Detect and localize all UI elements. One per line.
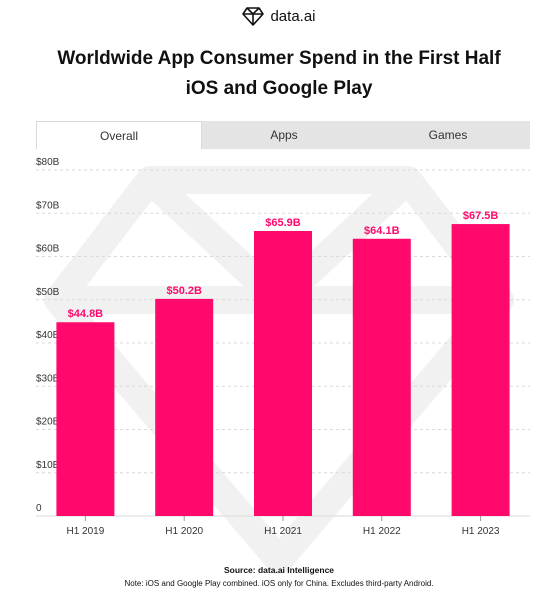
y-tick-label: 0	[36, 503, 42, 514]
y-tick-label: $80B	[36, 157, 60, 168]
title-line-1: Worldwide App Consumer Spend in the Firs…	[57, 48, 501, 69]
bar	[155, 298, 214, 516]
source-text: Source: data.ai Intelligence	[223, 565, 335, 575]
data-label: $65.9B	[265, 217, 301, 229]
y-tick-label: $20B	[36, 417, 60, 428]
data-label: $44.8B	[68, 308, 104, 320]
tab-apps[interactable]: Apps	[202, 121, 366, 149]
x-tick-label: H1 2019	[66, 526, 104, 537]
x-tick-label: H1 2020	[165, 526, 203, 537]
data-label: $67.5B	[463, 210, 499, 222]
chart-title: Worldwide App Consumer Spend in the Firs…	[0, 44, 558, 104]
y-tick-label: $30B	[36, 373, 60, 384]
y-tick-label: $10B	[36, 460, 60, 471]
tab-overall[interactable]: Overall	[36, 121, 202, 149]
bar	[56, 322, 115, 516]
tab-bar: Overall Apps Games	[36, 121, 530, 149]
y-tick-label: $40B	[36, 330, 60, 341]
bar	[451, 224, 510, 516]
x-tick-label: H1 2022	[363, 526, 401, 537]
x-tick-label: H1 2021	[264, 526, 302, 537]
title-line-2: iOS and Google Play	[185, 78, 373, 99]
note-text: Note: iOS and Google Play combined. iOS …	[124, 579, 434, 588]
diamond-logo-icon	[242, 7, 265, 26]
y-tick-label: $50B	[36, 287, 60, 298]
brand-name: data.ai	[270, 7, 316, 25]
bar-chart: 0 $10B $20B $30B $40B $50B $60B $70B $80B $44.8B H…	[36, 157, 530, 537]
y-tick-label: $70B	[36, 200, 60, 211]
bar	[352, 238, 411, 516]
data-label: $50.2B	[166, 285, 202, 297]
tab-games[interactable]: Games	[366, 121, 530, 149]
data-label: $64.1B	[364, 225, 400, 237]
brand: data.ai	[0, 6, 558, 26]
y-tick-label: $60B	[36, 244, 60, 255]
bar	[254, 230, 312, 517]
x-tick-label: H1 2023	[462, 526, 500, 537]
